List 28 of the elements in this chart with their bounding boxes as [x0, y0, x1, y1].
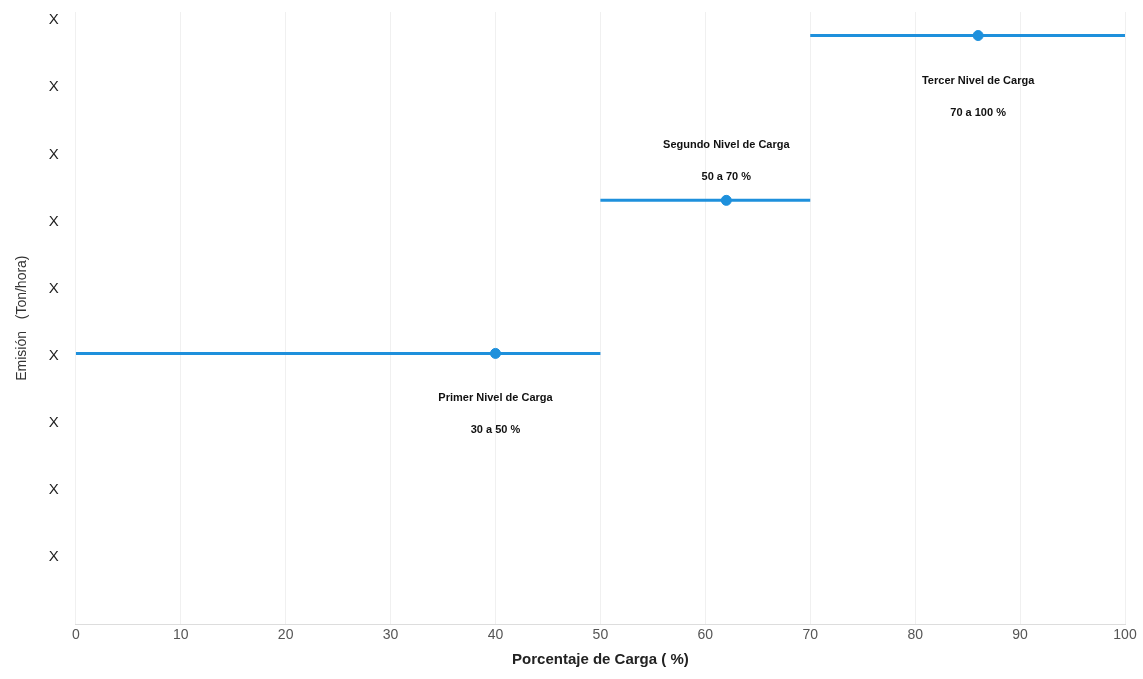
- annotation: 50 a 70 %: [701, 170, 752, 183]
- x-tick-label: 90: [1012, 626, 1029, 643]
- annotation: Segundo Nivel de Carga: [663, 138, 791, 151]
- text: X: [48, 77, 59, 95]
- text: X: [48, 413, 59, 431]
- x-tick-label: 20: [277, 626, 294, 643]
- x-tick-label: 100: [1113, 626, 1137, 643]
- x-tick-label: 0: [71, 626, 80, 643]
- x-tick-label: 60: [697, 626, 714, 643]
- annotation: 30 a 50 %: [470, 423, 521, 436]
- text: X: [48, 211, 59, 229]
- text: X: [48, 345, 59, 363]
- y-axis-title: Emisión (Ton/hora): [13, 255, 30, 381]
- x-tick-label: 40: [487, 626, 504, 643]
- x-axis-title: Porcentaje de Carga ( %): [512, 650, 689, 668]
- annotation: Tercer Nivel de Carga: [921, 73, 1036, 86]
- text: X: [48, 547, 59, 565]
- annotation: Primer Nivel de Carga: [438, 391, 554, 404]
- annotation: 70 a 100 %: [950, 105, 1007, 118]
- text: X: [48, 278, 59, 296]
- text: X: [48, 10, 59, 28]
- text: X: [48, 480, 59, 498]
- x-tick-label: 50: [592, 626, 609, 643]
- x-tick-label: 80: [907, 626, 924, 643]
- text: X: [48, 144, 59, 162]
- x-tick-label: 30: [382, 626, 399, 643]
- x-tick-label: 10: [172, 626, 189, 643]
- x-tick-label: 70: [802, 626, 819, 643]
